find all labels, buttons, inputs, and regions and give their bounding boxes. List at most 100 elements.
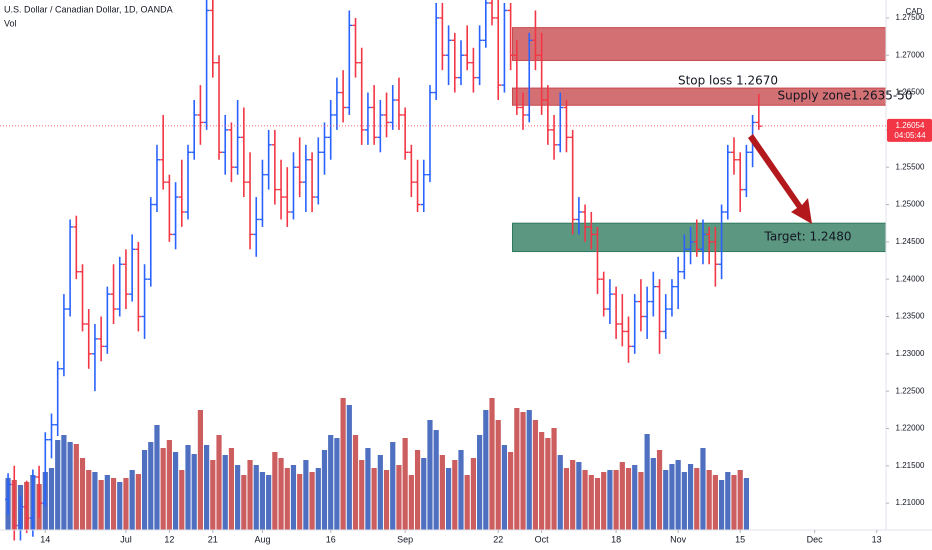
volume-bar	[625, 468, 632, 530]
volume-bar	[290, 465, 297, 530]
x-tick-label: 22	[493, 534, 503, 544]
volume-bar	[687, 464, 694, 530]
volume-bar	[650, 458, 656, 530]
volume-bar	[123, 478, 129, 530]
y-tick-label: 1.24500	[896, 237, 925, 246]
volume-bar	[477, 435, 483, 530]
volume-bar	[458, 450, 464, 530]
zone	[511, 27, 887, 61]
volume-bar	[266, 475, 272, 530]
annotation: Supply zone1.2635-50	[778, 89, 913, 103]
volume-bar	[700, 448, 706, 530]
volume-bar	[396, 465, 402, 530]
volume-bar	[390, 442, 396, 530]
volume-bar	[160, 448, 166, 530]
volume-bar	[743, 478, 749, 530]
volume-bar	[563, 468, 570, 530]
volume-bar	[365, 448, 371, 530]
volume-bar	[247, 460, 253, 530]
volume-bar	[117, 482, 123, 530]
x-tick-label: 13	[872, 534, 882, 544]
volume-bar	[210, 460, 216, 530]
price-label-box	[887, 118, 932, 142]
volume-bar	[706, 470, 712, 530]
y-tick-label: 1.23500	[896, 312, 925, 321]
volume-bar	[725, 472, 731, 530]
volume-bar	[582, 470, 588, 530]
volume-bar	[638, 472, 644, 530]
volume-bar	[179, 470, 185, 530]
x-tick-label: 18	[611, 534, 621, 544]
volume-bar	[48, 468, 55, 530]
volume-bar	[613, 470, 619, 530]
volume-bar	[185, 445, 191, 530]
volume-bar	[489, 398, 495, 530]
volume-bar	[588, 475, 594, 530]
volume-bar	[197, 410, 204, 530]
volume-bar	[383, 470, 390, 530]
volume-bar	[204, 445, 210, 530]
volume-bar	[532, 420, 539, 530]
volume-bar	[551, 428, 557, 530]
volume-bar	[619, 462, 625, 530]
volume-bar	[421, 458, 427, 530]
y-tick-label: 1.27500	[896, 13, 925, 22]
volume-bar	[303, 460, 309, 530]
x-tick-label: Jul	[120, 534, 132, 544]
price-bars	[5, 0, 762, 541]
volume-bar	[508, 452, 514, 530]
volume-bar	[433, 430, 439, 530]
y-tick-label: 1.27000	[896, 50, 925, 59]
volume-bar	[228, 448, 235, 530]
y-tick-label: 1.25500	[896, 162, 925, 171]
arrow	[748, 134, 812, 224]
volume-bar	[669, 464, 675, 530]
volume-bar	[470, 458, 477, 530]
x-tick-label: Sep	[397, 534, 413, 544]
volume-bar	[718, 480, 725, 530]
x-tick-label: 14	[40, 534, 50, 544]
volume-bar	[328, 435, 334, 530]
annotation: Stop loss 1.2670	[678, 74, 778, 88]
volume-bar	[414, 450, 421, 530]
volume-bar	[402, 438, 408, 530]
zone	[511, 222, 887, 253]
countdown: 04:05:44	[894, 131, 926, 140]
volume-bar	[61, 435, 67, 530]
y-tick-label: 1.23000	[896, 349, 925, 358]
y-tick-label: 1.22000	[896, 424, 925, 433]
volume-bar	[222, 455, 228, 530]
volume-bar	[104, 475, 110, 530]
volume-bar	[79, 458, 86, 530]
volume-bar	[601, 472, 607, 530]
chart-title: U.S. Dollar / Canadian Dollar, 1D, OANDA	[4, 4, 173, 14]
volume-bar	[520, 412, 526, 530]
zones	[511, 27, 887, 253]
volume-bar	[371, 468, 377, 530]
volume-bar	[191, 454, 197, 530]
volume-bar	[321, 450, 328, 530]
volume-bar	[55, 440, 61, 530]
volume-bar	[656, 450, 663, 530]
volume-bar	[731, 475, 737, 530]
volume-bar	[501, 445, 508, 530]
y-tick-label: 1.21000	[896, 498, 925, 507]
volume-bar	[644, 434, 650, 530]
volume-bar	[73, 444, 79, 530]
volume-bar	[154, 425, 160, 530]
volume-bar	[334, 438, 340, 530]
volume-bar	[340, 398, 346, 530]
volume-bar	[557, 455, 563, 530]
volume-bar	[166, 440, 172, 530]
volume-bar	[235, 465, 241, 530]
y-tick-label: 1.25000	[896, 200, 925, 209]
currency-label: CAD	[906, 7, 923, 16]
y-tick-label: 1.21500	[896, 461, 925, 470]
volume-bar	[86, 470, 92, 530]
volume-bar	[172, 452, 179, 530]
x-tick-label: Nov	[670, 534, 687, 544]
y-tick-label: 1.24000	[896, 274, 925, 283]
volume-bar	[681, 472, 687, 530]
x-tick-label: 15	[735, 534, 745, 544]
